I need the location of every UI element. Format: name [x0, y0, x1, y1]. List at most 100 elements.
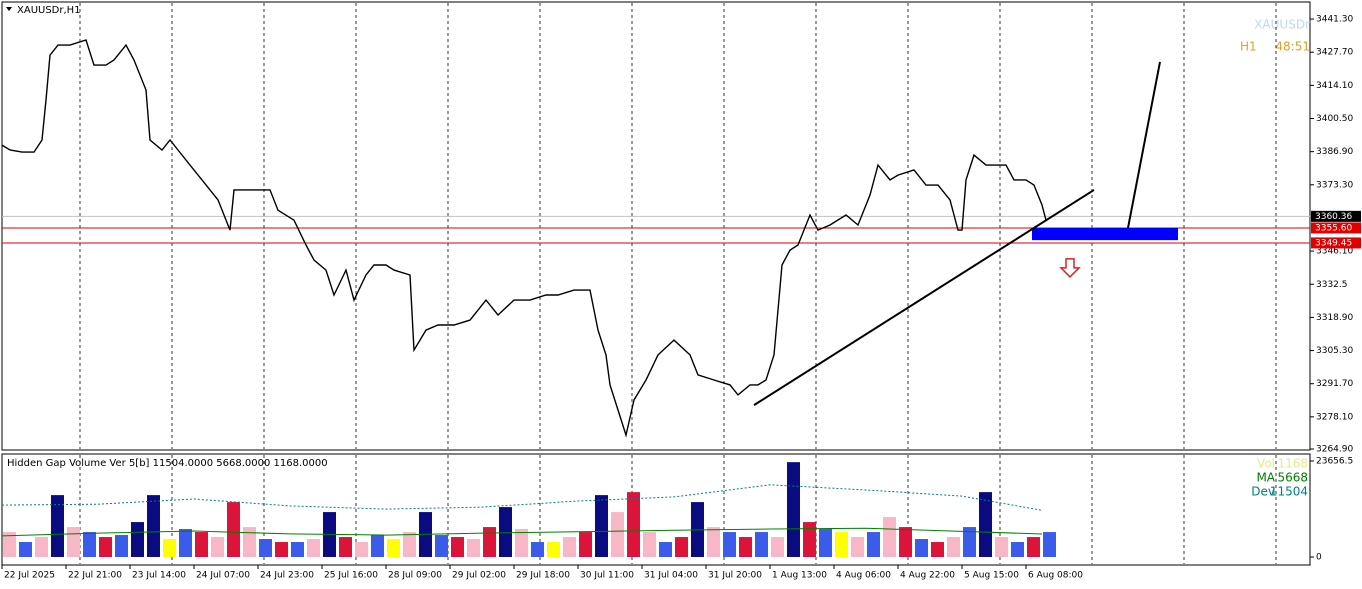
zone	[1032, 227, 1178, 241]
volume-bar	[211, 537, 224, 557]
volume-bar	[19, 542, 32, 557]
x-tick-label: 4 Aug 06:00	[836, 571, 891, 581]
x-tick-label: 29 Jul 18:00	[516, 571, 570, 581]
volume-bar	[371, 535, 384, 557]
x-tick-label: 31 Jul 20:00	[708, 571, 762, 581]
main-pane	[1, 1, 1311, 451]
price-level-label: 3360.36	[1315, 212, 1352, 222]
volume-bar	[531, 542, 544, 557]
x-tick-label: 22 Jul 21:00	[68, 571, 122, 581]
volume-bar	[707, 527, 720, 557]
volume-bar	[963, 527, 976, 557]
legend-name: MA	[1256, 471, 1275, 485]
volume-bar	[147, 495, 160, 557]
indicator-title: Hidden Gap Volume Ver 5[b] 11504.0000 56…	[7, 458, 328, 469]
volume-bar	[83, 532, 96, 557]
y-tick-label: 3278.10	[1316, 412, 1353, 422]
volume-bar	[947, 537, 960, 557]
chart-title: XAUUSDr,H1	[17, 5, 81, 16]
price-level-tag	[1311, 237, 1361, 249]
volume-bar	[339, 537, 352, 557]
volume-pane	[1, 453, 1311, 566]
x-tick-label: 28 Jul 09:00	[388, 571, 442, 581]
volume-bar	[851, 537, 864, 557]
x-tick-label: 5 Aug 15:00	[964, 571, 1019, 581]
volume-bar	[755, 532, 768, 557]
volume-bar	[291, 542, 304, 557]
volume-bar	[979, 492, 992, 557]
y-tick-label: 3427.70	[1316, 48, 1353, 58]
volume-bar	[1043, 532, 1056, 557]
y-tick-label: 3346.10	[1316, 247, 1353, 257]
x-tick-label: 22 Jul 2025	[4, 571, 55, 581]
y-tick-label: 3305.30	[1316, 346, 1353, 356]
y-tick-label: 3414.10	[1316, 81, 1353, 91]
y-tick-label: 3386.90	[1316, 147, 1353, 157]
x-tick-label: 4 Aug 22:00	[900, 571, 955, 581]
volume-bar	[787, 462, 800, 557]
volume-bar	[275, 542, 288, 557]
volume-bar	[3, 532, 16, 557]
volume-bar	[579, 532, 592, 557]
y-tick-label: 3332.5	[1316, 280, 1348, 290]
volume-bar	[547, 542, 560, 557]
price-level-label: 3349.45	[1315, 238, 1352, 248]
volume-bar	[723, 532, 736, 557]
trendline	[1127, 61, 1161, 229]
volume-bar	[867, 532, 880, 557]
volume-bar	[435, 535, 448, 557]
y-tick-label: 3373.30	[1316, 180, 1353, 190]
y-tick-label: 3291.70	[1316, 379, 1353, 389]
volume-bar	[51, 495, 64, 557]
volume-bar	[643, 532, 656, 557]
x-tick-label: 30 Jul 11:00	[580, 571, 634, 581]
symbol-label: XAUUSDr	[1254, 18, 1310, 32]
volume-bar	[243, 527, 256, 557]
volume-bar	[67, 527, 80, 557]
volume-bar	[659, 542, 672, 557]
x-tick-label: 1 Aug 13:00	[772, 571, 827, 581]
menu-triangle[interactable]	[6, 7, 12, 11]
y-tick-label: 3400.50	[1316, 114, 1353, 124]
volume-bar	[451, 537, 464, 557]
y-tick-label: 0	[1316, 553, 1322, 563]
legend-name: Dev	[1251, 485, 1275, 499]
indicator-line	[1, 484, 1043, 511]
volume-bar	[387, 539, 400, 557]
x-tick-label: 24 Jul 23:00	[260, 571, 314, 581]
volume-bar	[227, 502, 240, 557]
legend-name: Vol	[1257, 457, 1275, 471]
price-line	[1, 39, 1047, 438]
volume-bar	[35, 537, 48, 557]
x-tick-label: 29 Jul 02:00	[452, 571, 506, 581]
y-tick-label: 3318.90	[1316, 313, 1353, 323]
y-tick-label: 3264.90	[1316, 445, 1353, 455]
price-level-label: 3355.60	[1315, 223, 1352, 233]
volume-bar	[771, 537, 784, 557]
volume-bar	[179, 529, 192, 557]
volume-bar	[915, 539, 928, 557]
x-tick-label: 31 Jul 04:00	[644, 571, 698, 581]
timer-label: 48:51	[1275, 40, 1310, 54]
volume-bar	[515, 529, 528, 557]
volume-bar	[131, 522, 144, 557]
volume-bar	[467, 539, 480, 557]
volume-bar	[483, 527, 496, 557]
volume-bar	[835, 532, 848, 557]
volume-bar	[931, 542, 944, 557]
volume-bar	[595, 495, 608, 557]
x-tick-label: 6 Aug 08:00	[1028, 571, 1083, 581]
volume-bar	[1011, 542, 1024, 557]
volume-bar	[115, 535, 128, 557]
timeframe-label: H1	[1240, 40, 1257, 54]
x-tick-label: 25 Jul 16:00	[324, 571, 378, 581]
legend-value: 5668	[1277, 471, 1308, 485]
legend-value: 11504	[1270, 485, 1308, 499]
x-tick-label: 24 Jul 07:00	[196, 571, 250, 581]
volume-bar	[403, 532, 416, 557]
volume-bar	[163, 539, 176, 557]
down-arrow	[1059, 258, 1081, 278]
volume-bar	[803, 522, 816, 557]
